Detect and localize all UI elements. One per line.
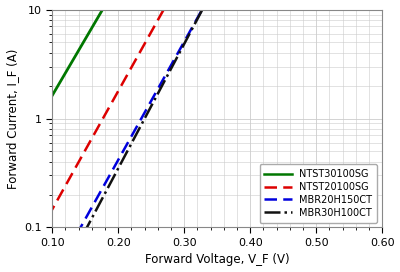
Line: - .MBR30H100CT: - .MBR30H100CT bbox=[83, 1, 207, 235]
NTST30100SG bbox=[64, 70, 69, 73]
--MBR20H150CT bbox=[165, 71, 170, 74]
--MBR20H150CT bbox=[74, 233, 79, 237]
-NTST20100SG bbox=[150, 27, 155, 30]
--MBR20H150CT bbox=[204, 0, 209, 3]
-NTST20100SG bbox=[68, 176, 72, 180]
NTST30100SG bbox=[51, 92, 56, 95]
NTST30100SG bbox=[102, 5, 107, 8]
NTST30100SG bbox=[55, 84, 60, 88]
NTST30100SG bbox=[105, 0, 110, 3]
-NTST20100SG bbox=[154, 21, 159, 24]
--MBR20H150CT bbox=[156, 86, 161, 90]
- .MBR30H100CT bbox=[204, 0, 209, 3]
NTST30100SG bbox=[64, 69, 69, 73]
--MBR20H150CT bbox=[130, 133, 135, 136]
-NTST20100SG bbox=[101, 116, 106, 120]
-NTST20100SG bbox=[166, 0, 171, 3]
Y-axis label: Forward Current, I_F (A): Forward Current, I_F (A) bbox=[6, 48, 18, 189]
-NTST20100SG bbox=[129, 66, 134, 70]
-NTST20100SG bbox=[37, 231, 42, 234]
--MBR20H150CT bbox=[128, 137, 133, 140]
- .MBR30H100CT bbox=[137, 127, 142, 130]
- .MBR30H100CT bbox=[80, 233, 85, 236]
- .MBR30H100CT bbox=[118, 162, 123, 165]
-NTST20100SG bbox=[36, 231, 41, 235]
Legend: NTST30100SG, NTST20100SG, MBR20H150CT, MBR30H100CT: NTST30100SG, NTST20100SG, MBR20H150CT, M… bbox=[260, 164, 377, 222]
NTST30100SG bbox=[36, 116, 41, 120]
Line: -NTST20100SG: -NTST20100SG bbox=[39, 1, 168, 233]
Line: NTST30100SG: NTST30100SG bbox=[39, 1, 108, 118]
- .MBR30H100CT bbox=[84, 228, 88, 231]
- .MBR30H100CT bbox=[114, 170, 119, 173]
--MBR20H150CT bbox=[94, 198, 98, 202]
X-axis label: Forward Voltage, V_F (V): Forward Voltage, V_F (V) bbox=[145, 254, 290, 267]
- .MBR30H100CT bbox=[110, 178, 115, 181]
- .MBR30H100CT bbox=[173, 58, 178, 62]
Line: --MBR20H150CT: --MBR20H150CT bbox=[76, 1, 207, 235]
NTST30100SG bbox=[95, 16, 100, 20]
--MBR20H150CT bbox=[161, 78, 166, 81]
